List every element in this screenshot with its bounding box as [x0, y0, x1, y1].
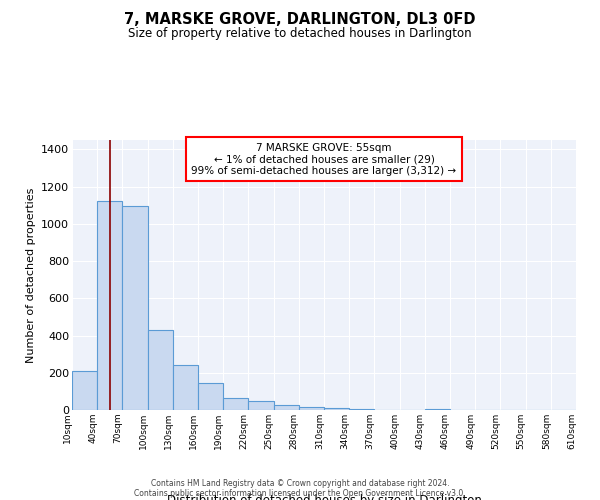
Bar: [299, 407, 324, 410]
Bar: [173, 366, 198, 410]
Text: 7, MARSKE GROVE, DARLINGTON, DL3 0FD: 7, MARSKE GROVE, DARLINGTON, DL3 0FD: [124, 12, 476, 28]
Bar: [274, 406, 299, 410]
Bar: [198, 383, 223, 410]
Text: 7 MARSKE GROVE: 55sqm
← 1% of detached houses are smaller (29)
99% of semi-detac: 7 MARSKE GROVE: 55sqm ← 1% of detached h…: [191, 142, 457, 176]
Y-axis label: Number of detached properties: Number of detached properties: [26, 188, 35, 362]
Text: Contains HM Land Registry data © Crown copyright and database right 2024.: Contains HM Land Registry data © Crown c…: [151, 478, 449, 488]
Text: Size of property relative to detached houses in Darlington: Size of property relative to detached ho…: [128, 28, 472, 40]
Bar: [148, 330, 173, 410]
Bar: [122, 206, 148, 410]
Bar: [425, 408, 450, 410]
Bar: [324, 408, 349, 410]
Bar: [248, 401, 274, 410]
Text: Contains public sector information licensed under the Open Government Licence v3: Contains public sector information licen…: [134, 488, 466, 498]
Bar: [349, 409, 374, 410]
Bar: [97, 202, 122, 410]
X-axis label: Distribution of detached houses by size in Darlington: Distribution of detached houses by size …: [167, 494, 481, 500]
Bar: [223, 398, 248, 410]
Bar: [72, 371, 97, 410]
